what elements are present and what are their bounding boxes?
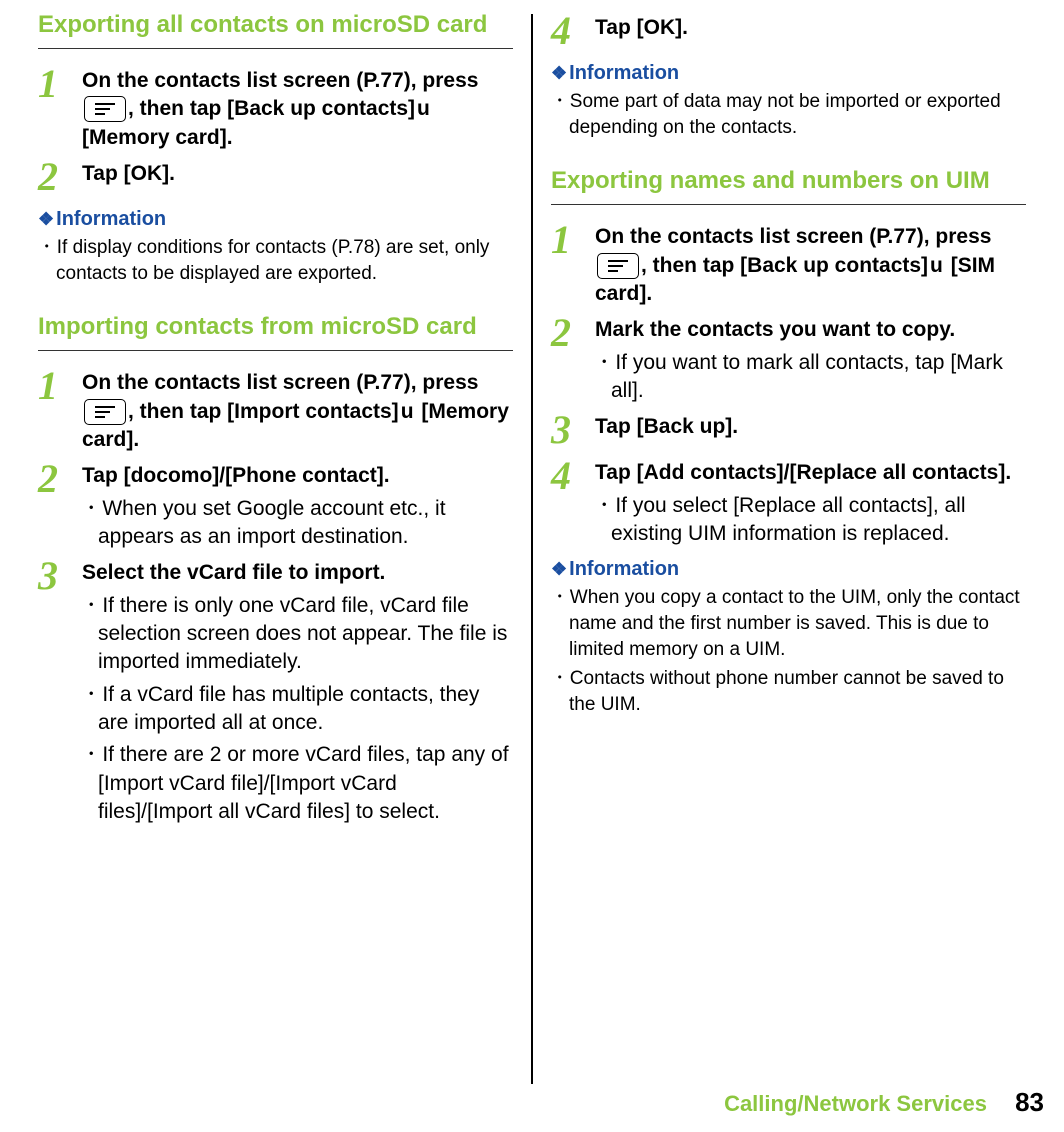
step: 2 Tap [OK].: [38, 156, 513, 198]
menu-icon: [597, 253, 639, 279]
arrow-u: u: [928, 254, 945, 277]
step: 3 Tap [Back up].: [551, 409, 1026, 451]
instr-text: , then tap [Back up contacts]: [128, 97, 415, 120]
step-number: 2: [38, 458, 82, 500]
instr-text: Tap [Add contacts]/[Replace all contacts…: [595, 459, 1026, 487]
step-number: 3: [38, 555, 82, 597]
info-heading: Information: [551, 62, 1026, 85]
step-note: ･ If there are 2 or more vCard files, ta…: [82, 741, 513, 826]
instr-text: Mark the contacts you want to copy.: [595, 316, 1026, 344]
step-number: 1: [38, 63, 82, 105]
instr-text: On the contacts list screen (P.77), pres…: [82, 371, 478, 394]
step-number: 2: [38, 156, 82, 198]
step-number: 3: [551, 409, 595, 451]
info-item: ･ When you copy a contact to the UIM, on…: [551, 585, 1026, 662]
section-title-import-sd: Importing contacts from microSD card: [38, 312, 513, 351]
footer-section-title: Calling/Network Services: [724, 1091, 987, 1116]
instr-text: [Memory card].: [82, 126, 233, 149]
step-number: 2: [551, 312, 595, 354]
info-heading: Information: [38, 208, 513, 231]
instr-text: Tap [docomo]/[Phone contact].: [82, 462, 513, 490]
instr-text: On the contacts list screen (P.77), pres…: [595, 225, 991, 248]
step: 4 Tap [OK].: [551, 10, 1026, 52]
instr-text: Select the vCard file to import.: [82, 559, 513, 587]
step-note: ･ If a vCard file has multiple contacts,…: [82, 681, 513, 738]
step-note: ･ If there is only one vCard file, vCard…: [82, 592, 513, 677]
menu-icon: [84, 96, 126, 122]
menu-icon: [84, 399, 126, 425]
instr-text: On the contacts list screen (P.77), pres…: [82, 69, 478, 92]
arrow-u: u: [415, 97, 432, 120]
step: 2 Tap [docomo]/[Phone contact]. ･ When y…: [38, 458, 513, 551]
step: 2 Mark the contacts you want to copy. ･ …: [551, 312, 1026, 405]
instr-text: , then tap [Import contacts]: [128, 400, 399, 423]
right-column: 4 Tap [OK]. Information ･ Some part of d…: [533, 10, 1044, 1088]
step-body: On the contacts list screen (P.77), pres…: [82, 63, 513, 152]
footer-page-number: 83: [1015, 1087, 1044, 1117]
info-item: ･ Some part of data may not be imported …: [551, 89, 1026, 140]
step: 3 Select the vCard file to import. ･ If …: [38, 555, 513, 826]
step-note: ･ If you select [Replace all contacts], …: [595, 492, 1026, 549]
step: 4 Tap [Add contacts]/[Replace all contac…: [551, 455, 1026, 548]
section-title-export-uim: Exporting names and numbers on UIM: [551, 166, 1026, 205]
info-item: ･ Contacts without phone number cannot b…: [551, 666, 1026, 717]
step-note: ･ If you want to mark all contacts, tap …: [595, 349, 1026, 406]
info-item: ･ If display conditions for contacts (P.…: [38, 235, 513, 286]
step-note: ･ When you set Google account etc., it a…: [82, 495, 513, 552]
step: 1 On the contacts list screen (P.77), pr…: [551, 219, 1026, 308]
step: 1 On the contacts list screen (P.77), pr…: [38, 365, 513, 454]
instr-text: Tap [OK].: [595, 14, 1026, 42]
step-number: 1: [551, 219, 595, 261]
footer: Calling/Network Services 83: [724, 1087, 1044, 1118]
step-number: 4: [551, 455, 595, 497]
step-number: 1: [38, 365, 82, 407]
instr-text: Tap [Back up].: [595, 413, 1026, 441]
step-number: 4: [551, 10, 595, 52]
step: 1 On the contacts list screen (P.77), pr…: [38, 63, 513, 152]
arrow-u: u: [399, 400, 416, 423]
info-heading: Information: [551, 558, 1026, 581]
instr-text: Tap [OK].: [82, 160, 513, 188]
left-column: Exporting all contacts on microSD card 1…: [20, 10, 531, 1088]
section-title-export-sd: Exporting all contacts on microSD card: [38, 10, 513, 49]
instr-text: , then tap [Back up contacts]: [641, 254, 928, 277]
